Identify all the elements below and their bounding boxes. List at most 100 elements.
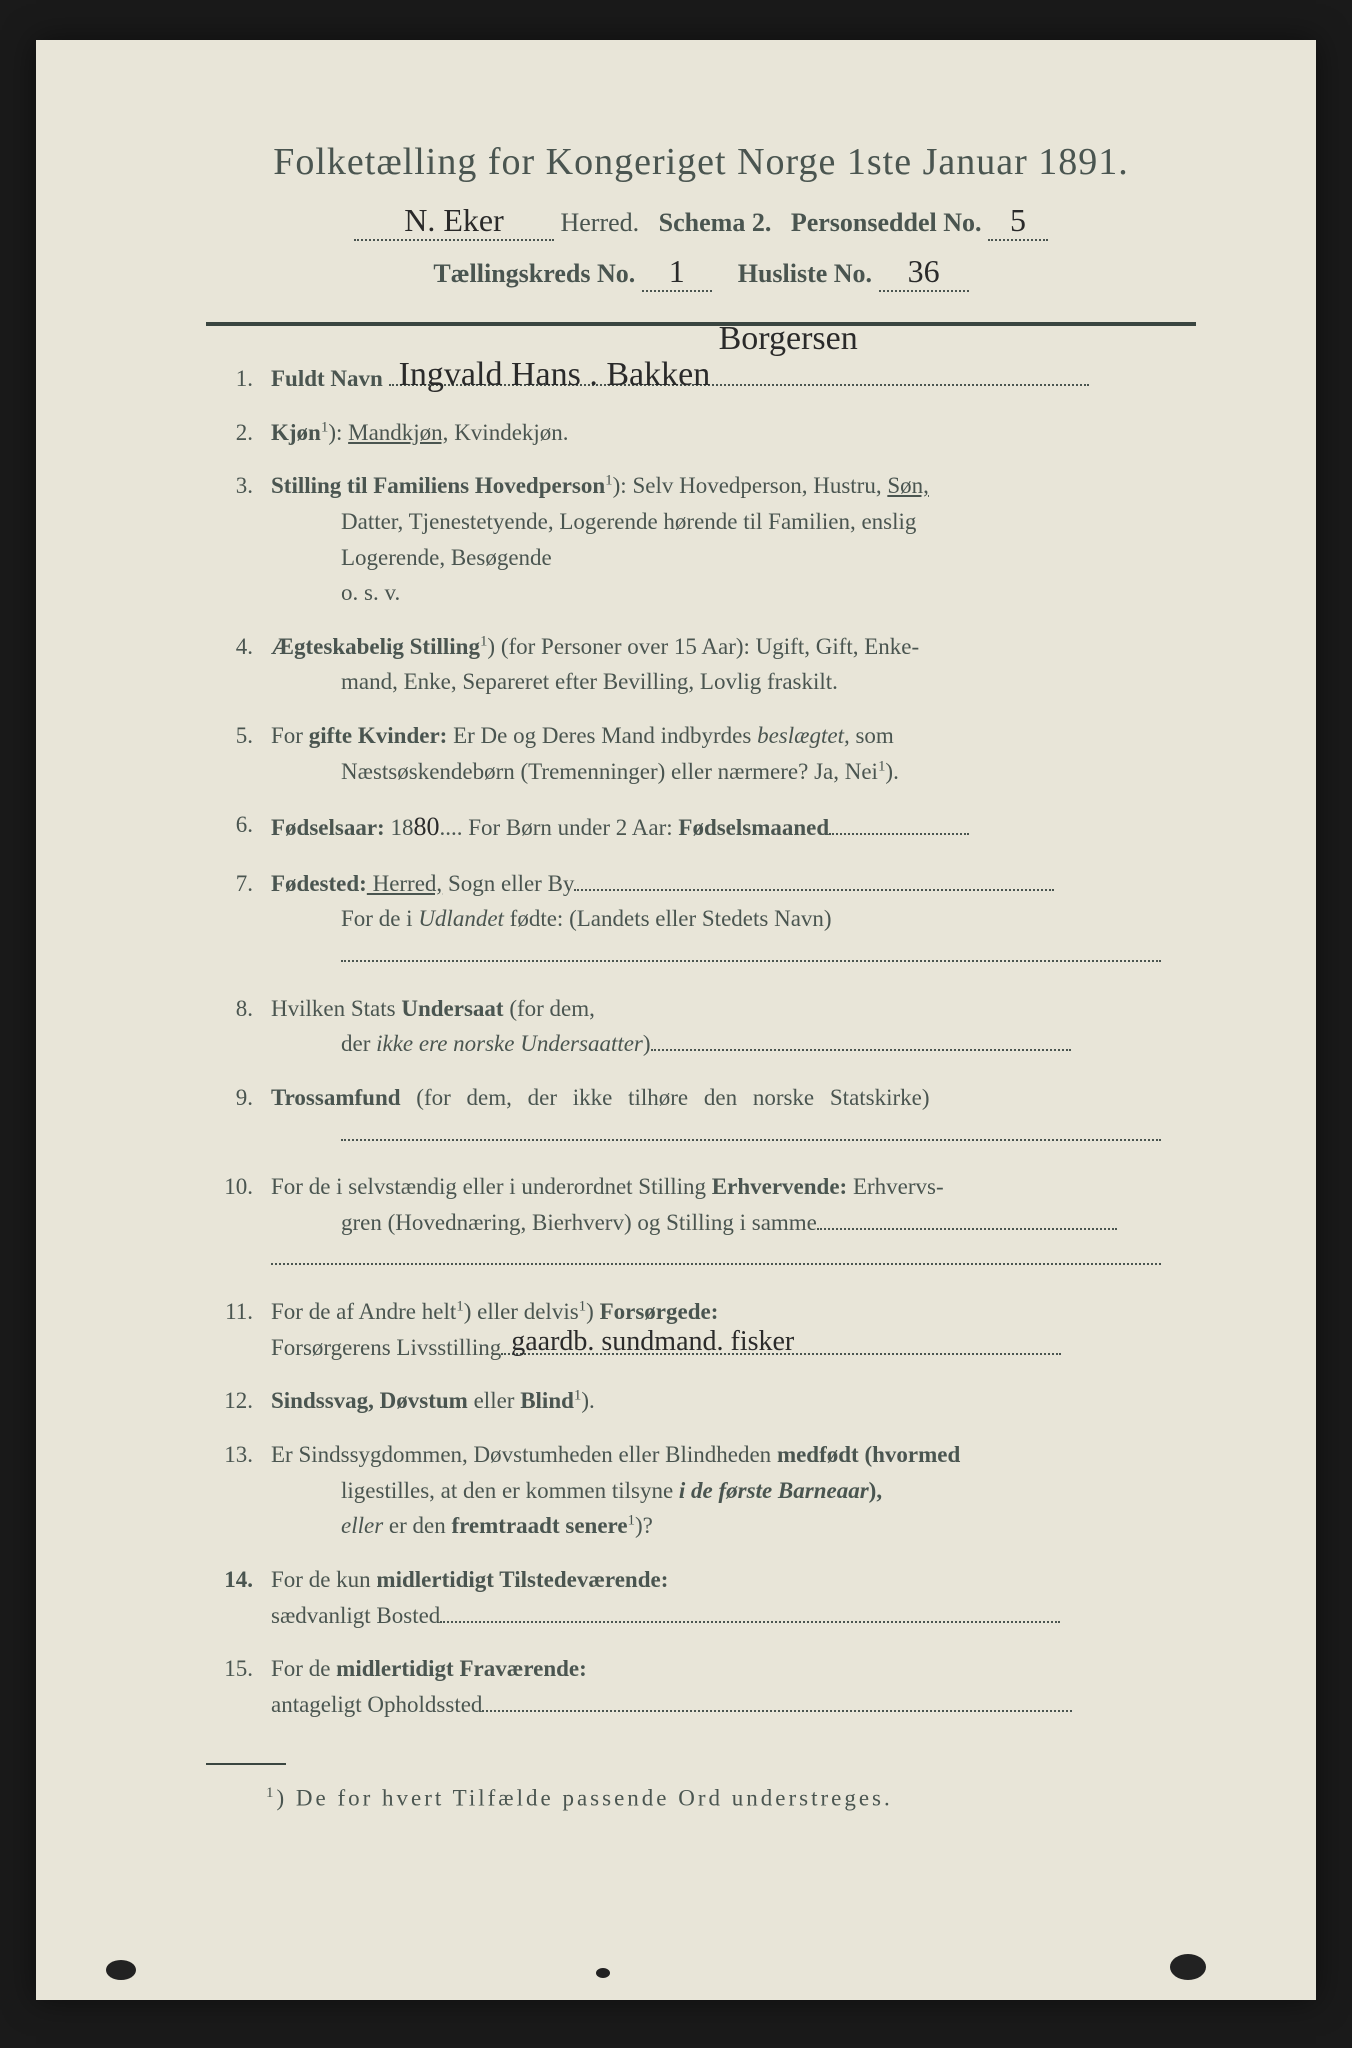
entry-14: 14. For de kun midlertidigt Tilstedevære… bbox=[206, 1562, 1196, 1633]
schema-label: Schema 2. bbox=[659, 208, 772, 237]
sup: 1 bbox=[628, 1513, 635, 1529]
entry-9: 9. Trossamfund (for dem, der ikke tilhør… bbox=[206, 1080, 1196, 1151]
entry-body: Ægteskabelig Stilling1) (for Personer ov… bbox=[271, 629, 1196, 700]
subtitle-row-2: Tællingskreds No. 1 Husliste No. 36 bbox=[206, 253, 1196, 292]
opt-kvinde: Kvindekjøn. bbox=[448, 420, 568, 445]
l2b: fødte: (Landets eller Stedets Navn) bbox=[504, 906, 832, 931]
ink-spot bbox=[106, 1960, 136, 1980]
entry-num: 12. bbox=[206, 1383, 271, 1419]
l3a: eller bbox=[341, 1513, 383, 1538]
pre: 18 bbox=[385, 815, 414, 840]
entry-body: Er Sindssygdommen, Døvstumheden eller Bl… bbox=[271, 1437, 1196, 1544]
entry-4: 4. Ægteskabelig Stilling1) (for Personer… bbox=[206, 629, 1196, 700]
entry-num: 13. bbox=[206, 1437, 271, 1544]
l2: Næstsøskendebørn (Tremenninger) eller næ… bbox=[341, 759, 878, 784]
header-block: Folketælling for Kongeriget Norge 1ste J… bbox=[206, 140, 1196, 292]
personseddel-hw: 5 bbox=[1010, 202, 1026, 238]
husliste-hw: 36 bbox=[908, 253, 940, 289]
divider-top bbox=[206, 322, 1196, 326]
l1: Er Sindssygdommen, Døvstumheden eller Bl… bbox=[271, 1442, 777, 1467]
post: (for dem, bbox=[504, 996, 595, 1021]
dots bbox=[440, 1600, 1060, 1623]
label: midlertidigt Tilstedeværende: bbox=[376, 1567, 668, 1592]
l2a: For de i bbox=[341, 906, 418, 931]
l1: Er De og Deres Mand indbyrdes bbox=[447, 723, 757, 748]
label: Sindssvag, Døvstum bbox=[271, 1388, 468, 1413]
post: )? bbox=[635, 1513, 653, 1538]
label: Fuldt Navn bbox=[271, 366, 383, 391]
b3: fremtraadt senere bbox=[451, 1513, 627, 1538]
entry-num: 4. bbox=[206, 629, 271, 700]
entry-body: For gifte Kvinder: Er De og Deres Mand i… bbox=[271, 718, 1196, 789]
livsstilling-hw: gaardb. sundmand. fisker bbox=[511, 1320, 794, 1363]
entry-body: Hvilken Stats Undersaat (for dem, der ik… bbox=[271, 991, 1196, 1062]
dots bbox=[574, 868, 1054, 891]
b1: medfødt (hvormed bbox=[777, 1442, 960, 1467]
entry-body: For de i selvstændig eller i underordnet… bbox=[271, 1169, 1196, 1276]
l4: o. s. v. bbox=[271, 575, 1196, 611]
s1: 1 bbox=[456, 1298, 463, 1314]
dots bbox=[482, 1689, 1072, 1712]
ink-spot bbox=[596, 1968, 610, 1978]
entry-num: 7. bbox=[206, 866, 271, 973]
fn-sup: 1 bbox=[266, 1785, 276, 1801]
entry-body: Kjøn1): Mandkjøn, Kvindekjøn. bbox=[271, 415, 1196, 451]
entry-num: 1. bbox=[206, 361, 271, 397]
entry-1: 1. Fuldt Navn Ingvald Hans . Bakken Borg… bbox=[206, 361, 1196, 397]
entry-body: For de kun midlertidigt Tilstedeværende:… bbox=[271, 1562, 1196, 1633]
post: .... For Børn under 2 Aar: bbox=[439, 815, 678, 840]
l3b: er den bbox=[383, 1513, 451, 1538]
kreds-label: Tællingskreds No. bbox=[433, 259, 635, 288]
pre: For de bbox=[271, 1656, 336, 1681]
label: Stilling til Familiens Hovedperson bbox=[271, 473, 605, 498]
herred-label: Herred. bbox=[560, 208, 639, 237]
dots bbox=[341, 1118, 1161, 1141]
opt-mand: Mandkjøn, bbox=[348, 420, 448, 445]
subtitle-row-1: N. Eker Herred. Schema 2. Personseddel N… bbox=[206, 202, 1196, 241]
entry-3: 3. Stilling til Familiens Hovedperson1):… bbox=[206, 468, 1196, 611]
l2: antageligt Opholdssted bbox=[271, 1692, 482, 1717]
ink-spot bbox=[1170, 1954, 1206, 1980]
label: Ægteskabelig Stilling bbox=[271, 634, 480, 659]
l2i: Udlandet bbox=[418, 906, 504, 931]
entry-13: 13. Er Sindssygdommen, Døvstumheden elle… bbox=[206, 1437, 1196, 1544]
l2a: der bbox=[341, 1031, 376, 1056]
entry-body: Trossamfund (for dem, der ikke tilhøre d… bbox=[271, 1080, 1196, 1151]
label: Kjøn bbox=[271, 420, 321, 445]
mid: eller bbox=[468, 1388, 520, 1413]
l2i: ikke ere norske Undersaatter bbox=[376, 1031, 643, 1056]
pre: For bbox=[271, 723, 309, 748]
son: Søn, bbox=[887, 473, 929, 498]
l2: Datter, Tjenestetyende, Logerende hørend… bbox=[271, 504, 1196, 540]
t: ): bbox=[328, 420, 348, 445]
personseddel-label: Personseddel No. bbox=[791, 208, 982, 237]
entry-num: 14. bbox=[206, 1562, 271, 1633]
entry-num: 6. bbox=[206, 807, 271, 847]
entry-body: Fødselsaar: 1880.... For Børn under 2 Aa… bbox=[271, 807, 1196, 847]
entry-12: 12. Sindssvag, Døvstum eller Blind1). bbox=[206, 1383, 1196, 1419]
dots bbox=[271, 1242, 1161, 1265]
l2: Forsørgerens Livsstilling bbox=[271, 1335, 501, 1360]
entry-body: Fuldt Navn Ingvald Hans . Bakken Borgers… bbox=[271, 361, 1196, 397]
dots bbox=[829, 812, 969, 835]
footnote-rule bbox=[206, 1763, 286, 1765]
entry-num: 3. bbox=[206, 468, 271, 611]
i2: i de første Barneaar bbox=[679, 1478, 869, 1503]
l2: gren (Hovednæring, Bierhverv) og Stillin… bbox=[341, 1210, 817, 1235]
label: Fødselsaar: bbox=[271, 815, 385, 840]
entry-body: Fødested: Herred, Sogn eller By For de i… bbox=[271, 866, 1196, 973]
entry-num: 9. bbox=[206, 1080, 271, 1151]
label: Trossamfund bbox=[271, 1085, 401, 1110]
p2: ). bbox=[885, 759, 898, 784]
entry-2: 2. Kjøn1): Mandkjøn, Kvindekjøn. bbox=[206, 415, 1196, 451]
name-hw: Ingvald Hans . Bakken bbox=[399, 349, 711, 402]
entry-body: For de af Andre helt1) eller delvis1) Fo… bbox=[271, 1294, 1196, 1365]
label2: Fødselsmaaned bbox=[678, 815, 829, 840]
l1: ) (for Personer over 15 Aar): Ugift, Gif… bbox=[487, 634, 919, 659]
post: Erhvervs- bbox=[847, 1174, 943, 1199]
entry-num: 11. bbox=[206, 1294, 271, 1365]
l2a: ligestilles, at den er kommen tilsyne bbox=[341, 1478, 679, 1503]
post: Sogn eller By bbox=[442, 871, 574, 896]
opt: Herred, bbox=[367, 871, 442, 896]
b2: ), bbox=[869, 1478, 882, 1503]
